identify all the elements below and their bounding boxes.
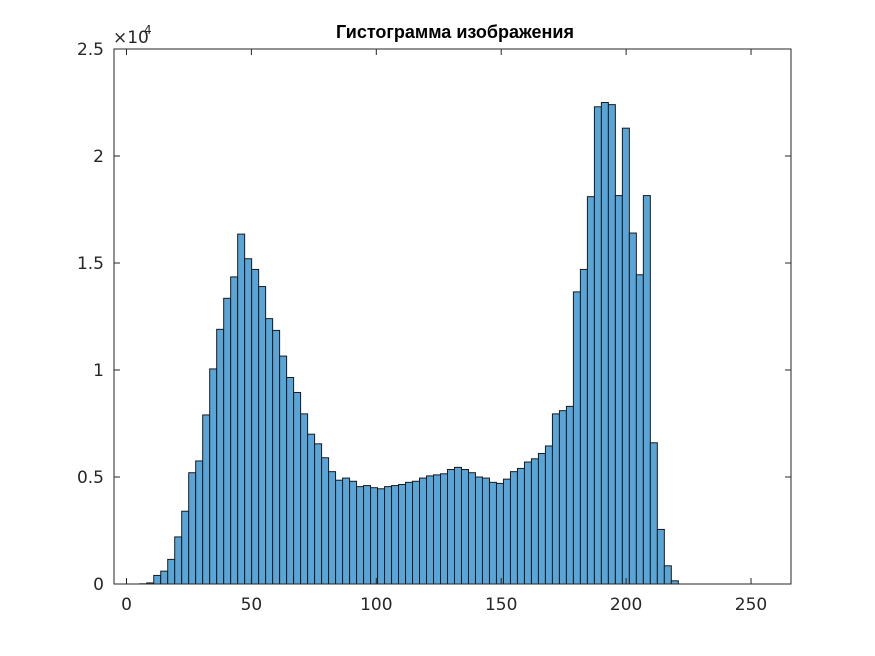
histogram-bar (286, 376, 295, 585)
histogram-bar (244, 258, 253, 585)
histogram-bar (293, 391, 302, 585)
histogram-bar (593, 106, 602, 585)
histogram-bar (223, 297, 232, 585)
histogram-bar (502, 478, 511, 585)
histogram-bar (300, 413, 309, 585)
histogram-bar (551, 413, 560, 585)
histogram-bar (363, 485, 372, 585)
histogram-bar (656, 528, 665, 585)
histogram-bar (237, 233, 246, 585)
histogram-bar (391, 485, 400, 585)
histogram-bar (649, 442, 658, 585)
y-tick-label: 2.5 (77, 40, 104, 60)
histogram-bar (565, 405, 574, 585)
histogram-bar (419, 477, 428, 585)
histogram-bar (600, 102, 609, 585)
histogram-bar (460, 469, 469, 585)
histogram-bar (433, 474, 442, 585)
histogram-bar (258, 286, 267, 585)
histogram-bar (377, 488, 386, 585)
histogram-bar (335, 479, 344, 585)
histogram-bar (167, 558, 176, 585)
histogram-bar (530, 458, 539, 585)
histogram-bar (635, 274, 644, 585)
histogram-bar (195, 460, 204, 585)
histogram-bar (537, 452, 546, 585)
histogram-bar (230, 276, 239, 585)
y-axis: 0 0.5 1 1.5 2 2.5 (77, 40, 791, 595)
x-tick-label: 150 (485, 595, 517, 615)
histogram-bar (307, 433, 316, 585)
histogram-bar (544, 445, 553, 585)
histogram-bar (412, 480, 421, 585)
y-tick-label: 2 (93, 147, 104, 167)
histogram-bar (426, 475, 435, 585)
y-tick-label: 0 (93, 575, 104, 595)
histogram-bar (370, 487, 379, 585)
histogram-bar (663, 565, 672, 585)
histogram-bar (642, 195, 651, 585)
histogram-bar (523, 461, 532, 585)
y-tick-label: 0.5 (77, 468, 104, 488)
histogram-bar (607, 104, 616, 585)
histogram-bar (279, 355, 288, 585)
y-tick-label: 1 (93, 361, 104, 381)
histogram-bar (251, 268, 260, 585)
histogram-bar (398, 483, 407, 585)
histogram-bar (265, 318, 274, 585)
y-exponent-base: ×10 (113, 28, 149, 48)
histogram-bar (356, 486, 365, 585)
histogram-bar (579, 268, 588, 585)
histogram-bar (495, 482, 504, 585)
histogram-bar (321, 457, 330, 585)
histogram-bar (202, 414, 211, 585)
histogram-bar (181, 510, 190, 585)
x-tick-label: 100 (360, 595, 392, 615)
histogram-bar (481, 477, 490, 585)
histogram-bar (328, 471, 337, 585)
bar-series (139, 102, 679, 585)
histogram-bar (467, 472, 476, 585)
y-exponent-label: ×10 4 (113, 23, 152, 48)
x-tick-label: 200 (610, 595, 642, 615)
x-tick-label: 50 (241, 595, 263, 615)
plot-frame (113, 48, 792, 585)
histogram-bar (153, 574, 162, 585)
histogram-bar (488, 481, 497, 585)
histogram-bar (628, 232, 637, 585)
histogram-bar (314, 443, 323, 585)
x-axis: 0 50 100 150 200 250 (121, 49, 767, 615)
histogram-bar (516, 467, 525, 585)
x-tick-label: 250 (735, 595, 767, 615)
histogram-bar (572, 291, 581, 585)
histogram-bar (454, 466, 462, 585)
histogram-bar (188, 472, 197, 585)
y-exponent-power: 4 (144, 23, 152, 37)
histogram-bar (440, 473, 449, 585)
histogram-bar (349, 480, 358, 585)
y-tick-label: 1.5 (77, 254, 104, 274)
histogram-bar (447, 469, 455, 585)
histogram-bar (474, 476, 483, 585)
histogram-bar (621, 127, 630, 585)
chart-title: Гистограмма изображения (336, 22, 574, 42)
histogram-bar (405, 481, 414, 585)
histogram-bar (342, 477, 351, 585)
histogram-bar (272, 329, 281, 585)
histogram-bar (209, 368, 218, 585)
histogram-bar (586, 196, 595, 585)
histogram-bar (216, 328, 225, 585)
histogram-bar (509, 471, 518, 585)
x-tick-label: 0 (121, 595, 132, 615)
histogram-bar (614, 195, 623, 585)
histogram-bar (174, 536, 183, 585)
histogram-bar (558, 410, 567, 585)
histogram-bar (384, 486, 393, 585)
histogram-bar (160, 570, 169, 585)
